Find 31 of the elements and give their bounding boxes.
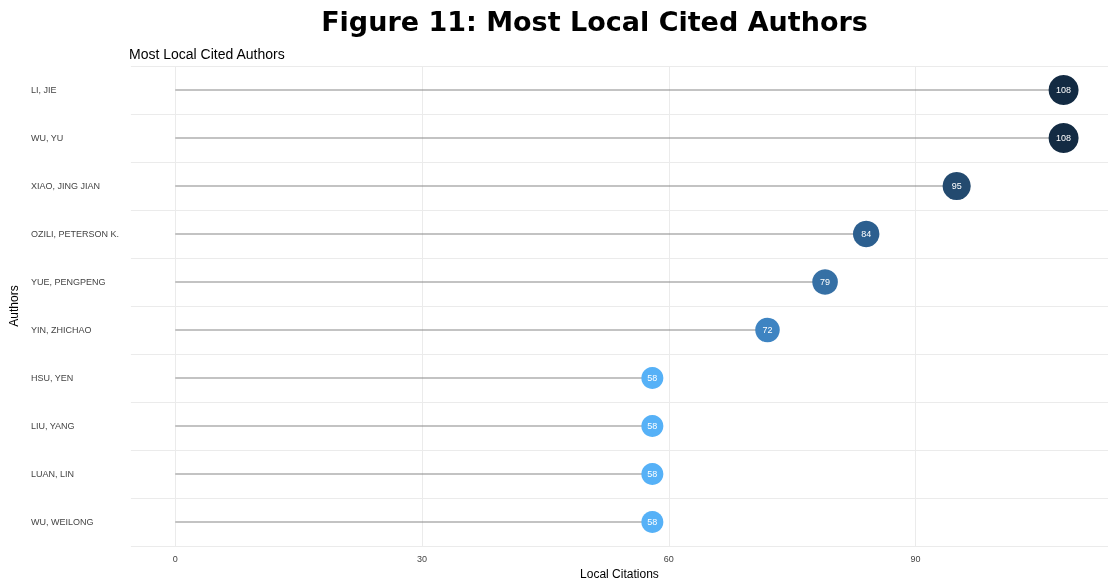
chart-title: Figure 11: Most Local Cited Authors [320, 6, 869, 37]
data-label: 58 [647, 517, 658, 527]
point [755, 317, 780, 343]
data-label: 58 [647, 469, 658, 479]
y-tick-label: YUE, PENGPENG [30, 277, 106, 287]
y-tick-label: LUAN, LIN [30, 469, 74, 479]
data-label: 72 [762, 325, 773, 335]
y-tick-label: OZILI, PETERSON K. [30, 229, 119, 239]
point [812, 269, 838, 295]
data-label: 108 [1056, 85, 1072, 95]
chart-subtitle: Most Local Cited Authors [129, 46, 285, 62]
x-axis-title: Local Citations [580, 567, 659, 581]
data-label: 84 [861, 229, 872, 239]
y-tick-label: WU, YU [30, 133, 64, 143]
x-tick-label: 90 [910, 553, 921, 564]
x-tick-label: 0 [172, 553, 178, 564]
x-tick-label: 30 [417, 553, 428, 564]
y-axis-title: Authors [7, 285, 21, 327]
y-tick-label: WU, WEILONG [30, 517, 94, 527]
x-tick-label: 60 [663, 553, 674, 564]
data-label: 95 [951, 181, 962, 191]
data-label: 58 [647, 373, 658, 383]
data-label: 79 [820, 277, 831, 287]
y-tick-label: LIU, YANG [30, 421, 75, 431]
y-tick-label: LI, JIE [30, 85, 57, 95]
data-label: 108 [1056, 133, 1072, 143]
y-tick-label: YIN, ZHICHAO [30, 325, 92, 335]
point [852, 220, 880, 248]
y-tick-label: HSU, YEN [30, 373, 74, 383]
y-tick-label: XIAO, JING JIAN [30, 181, 100, 191]
data-label: 58 [647, 421, 658, 431]
